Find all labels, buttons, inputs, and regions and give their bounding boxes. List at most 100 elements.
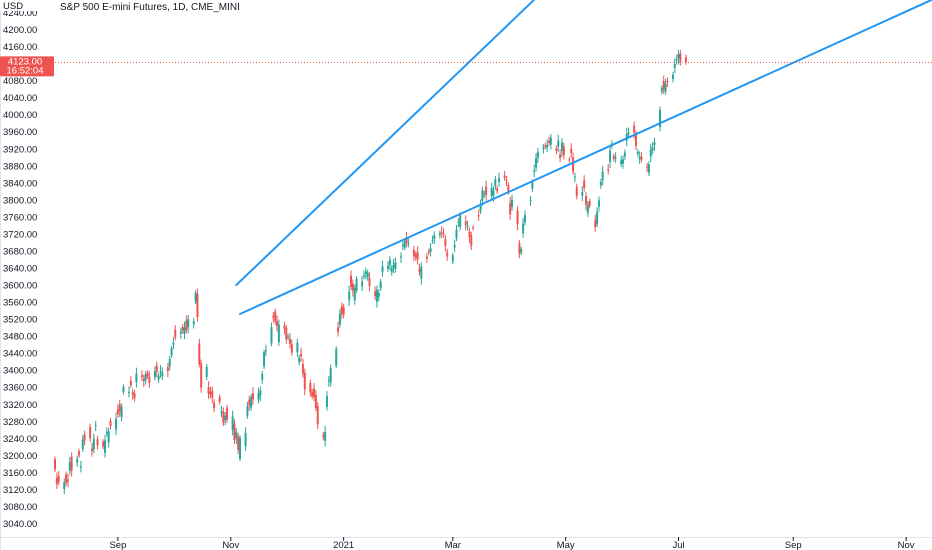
candle-body <box>79 466 82 468</box>
candle-body <box>416 252 419 260</box>
candle-body <box>588 201 591 206</box>
candle-body <box>205 366 208 378</box>
time-tick-label: May <box>557 540 575 550</box>
candle-body <box>270 327 273 344</box>
currency-label-bg <box>0 0 54 11</box>
price-axis-ticks: 3040.00 3080.00 3120.00 3160.00 3200.00 3240.… <box>3 8 37 530</box>
candle-body <box>368 278 371 286</box>
candle-body <box>276 321 279 326</box>
candle-body <box>209 391 212 395</box>
candle-body <box>91 448 94 452</box>
candle-body <box>78 451 81 456</box>
candle-body <box>583 180 586 188</box>
price-tick-label: 3560.00 <box>3 298 37 309</box>
candle-body <box>107 431 110 443</box>
candle-body <box>609 150 612 162</box>
candle-body <box>226 407 229 420</box>
candle-body <box>573 176 576 178</box>
time-axis[interactable]: Sep Nov 2021 Mar May Jul Sep Nov <box>0 537 932 550</box>
candle-body <box>231 416 234 430</box>
price-tick-label: 3840.00 <box>3 178 37 189</box>
candle-body <box>142 378 145 381</box>
candle-body <box>324 431 327 441</box>
candle-body <box>161 372 164 377</box>
candle-body <box>684 57 687 63</box>
candle-body <box>327 380 330 382</box>
price-tick-label: 3440.00 <box>3 349 37 360</box>
candle-body <box>300 353 303 357</box>
candle-body <box>57 475 60 483</box>
candle-body <box>248 399 251 406</box>
candle-body <box>581 192 584 196</box>
candle-body <box>520 249 523 253</box>
candle-body <box>507 184 510 192</box>
price-tick-label: 4000.00 <box>3 110 37 121</box>
candle-body <box>446 252 449 257</box>
candle-body <box>122 386 125 392</box>
candle-body <box>251 393 254 400</box>
candles-layer <box>54 49 687 495</box>
candle-body <box>431 240 434 242</box>
time-tick-label: Sep <box>109 540 126 550</box>
candle-body <box>596 211 599 225</box>
candle-body <box>129 380 132 386</box>
candle-body <box>394 262 397 269</box>
candle-body <box>455 229 458 239</box>
candle-body <box>211 390 214 398</box>
candle-body <box>633 125 636 133</box>
price-tick-label: 3640.00 <box>3 264 37 275</box>
candle-body <box>335 348 338 366</box>
candle-body <box>531 182 534 189</box>
candle-body <box>671 74 674 79</box>
candle-body <box>115 418 118 430</box>
trendline[interactable] <box>239 0 932 315</box>
candle-body <box>420 266 423 279</box>
candle-body <box>153 371 156 378</box>
candle-body <box>287 336 290 338</box>
candle-body <box>309 382 312 393</box>
candle-body <box>544 145 547 147</box>
candle-body <box>414 254 417 258</box>
time-tick-label: Mar <box>445 540 461 550</box>
candle-body <box>377 292 380 297</box>
candle-body <box>200 363 203 388</box>
candle-body <box>296 342 299 353</box>
candle-body <box>494 179 497 186</box>
candle-body <box>70 456 73 471</box>
candle-body <box>438 233 441 236</box>
candle-body <box>235 432 238 438</box>
candle-body <box>614 157 617 159</box>
candle-body <box>444 239 447 246</box>
candle-body <box>144 374 147 381</box>
currency-label: USD <box>3 1 23 12</box>
candle-body <box>259 390 262 396</box>
trendline[interactable] <box>235 0 567 287</box>
price-tick-label: 4160.00 <box>3 42 37 53</box>
candle-body <box>348 291 351 301</box>
candle-body <box>329 368 332 383</box>
candle-body <box>381 266 384 272</box>
candle-body <box>472 227 475 229</box>
candle-body <box>612 156 615 159</box>
candle-body <box>401 245 404 247</box>
candle-body <box>599 181 602 186</box>
price-tick-label: 3920.00 <box>3 144 37 155</box>
candle-body <box>244 432 247 446</box>
candle-body <box>303 372 306 390</box>
candle-body <box>263 352 266 367</box>
candle-body <box>673 64 676 68</box>
price-tag-background <box>0 56 54 77</box>
candle-body <box>533 170 536 172</box>
candle-body <box>503 175 506 178</box>
candle-body <box>457 222 460 224</box>
candle-body <box>490 187 493 197</box>
candle-body <box>283 325 286 329</box>
time-tick-label: Nov <box>222 540 239 550</box>
candle-body <box>355 278 358 291</box>
candle-body <box>179 331 182 334</box>
candle-body <box>518 243 521 254</box>
price-axis[interactable]: 3040.00 3080.00 3120.00 3160.00 3200.00 3240.… <box>0 0 38 550</box>
candle-body <box>68 462 71 471</box>
candle-body <box>375 289 378 302</box>
